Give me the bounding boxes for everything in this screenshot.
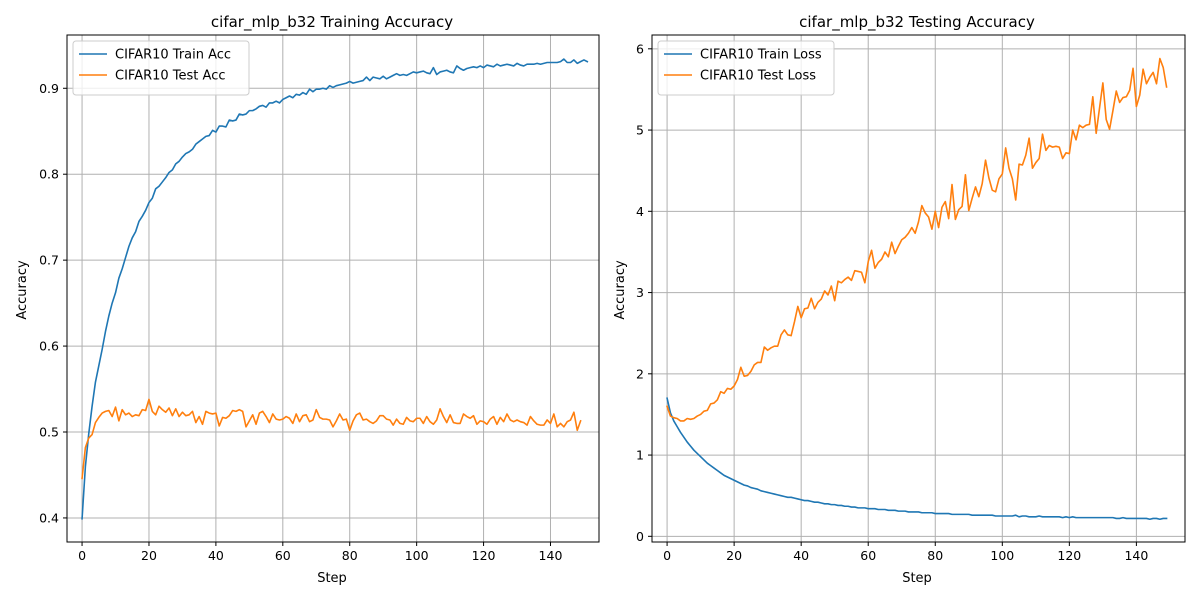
x-axis-label: Step [317, 571, 347, 586]
y-axis-label: Accuracy [613, 260, 628, 320]
x-tick-label: 120 [1057, 548, 1081, 563]
x-tick-label: 140 [1124, 548, 1148, 563]
series-line-1 [81, 58, 589, 520]
x-tick-label: 100 [990, 548, 1014, 563]
legend-label: CIFAR10 Train Loss [700, 48, 822, 63]
x-tick-label: 0 [78, 548, 86, 563]
legend: CIFAR10 Train Acc CIFAR10 Test Acc [72, 40, 250, 96]
x-tick-label: 40 [208, 548, 224, 563]
y-tick-label: 0.5 [39, 425, 59, 440]
y-tick-label: 6 [636, 41, 644, 56]
x-tick-label: 20 [726, 548, 742, 563]
x-tick-label: 100 [405, 548, 429, 563]
y-tick-label: 3 [636, 285, 644, 300]
y-tick-label: 0.8 [39, 167, 59, 182]
legend-label: CIFAR10 Test Acc [115, 69, 226, 84]
legend-label: CIFAR10 Train Acc [115, 48, 231, 63]
y-tick-label: 0.6 [39, 339, 59, 354]
plot-frame [66, 34, 600, 543]
training-accuracy-chart: cifar_mlp_b32 Training Accuracy Step Acc… [15, 13, 600, 586]
legend-box [72, 40, 250, 96]
legend: CIFAR10 Train Loss CIFAR10 Test Loss [657, 40, 835, 96]
x-tick-label: 20 [141, 548, 157, 563]
x-tick-label: 60 [860, 548, 876, 563]
x-tick-label: 60 [275, 548, 291, 563]
x-tick-label: 140 [539, 548, 563, 563]
legend-box [657, 40, 835, 96]
series-line-2 [666, 57, 1168, 422]
y-tick-label: 2 [636, 366, 644, 381]
x-tick-label: 80 [927, 548, 943, 563]
chart-title: cifar_mlp_b32 Testing Accuracy [799, 13, 1035, 32]
y-axis-label: Accuracy [15, 260, 30, 320]
x-tick-label: 120 [472, 548, 496, 563]
legend-label: CIFAR10 Test Loss [700, 69, 816, 84]
x-tick-label: 80 [342, 548, 358, 563]
x-tick-label: 40 [793, 548, 809, 563]
y-tick-label: 0 [636, 529, 644, 544]
y-tick-label: 0.9 [39, 81, 59, 96]
y-tick-label: 5 [636, 123, 644, 138]
y-tick-label: 1 [636, 448, 644, 463]
testing-accuracy-chart: cifar_mlp_b32 Testing Accuracy Step Accu… [613, 13, 1186, 586]
y-tick-label: 4 [636, 204, 644, 219]
x-axis-label: Step [902, 571, 932, 586]
grid [67, 35, 599, 542]
y-tick-label: 0.7 [39, 253, 59, 268]
series-line-1 [666, 397, 1168, 521]
series-line-2 [81, 398, 582, 480]
x-tick-label: 0 [663, 548, 671, 563]
plot-frame [651, 34, 1186, 543]
chart-title: cifar_mlp_b32 Training Accuracy [211, 13, 453, 32]
y-tick-label: 0.4 [39, 510, 59, 525]
